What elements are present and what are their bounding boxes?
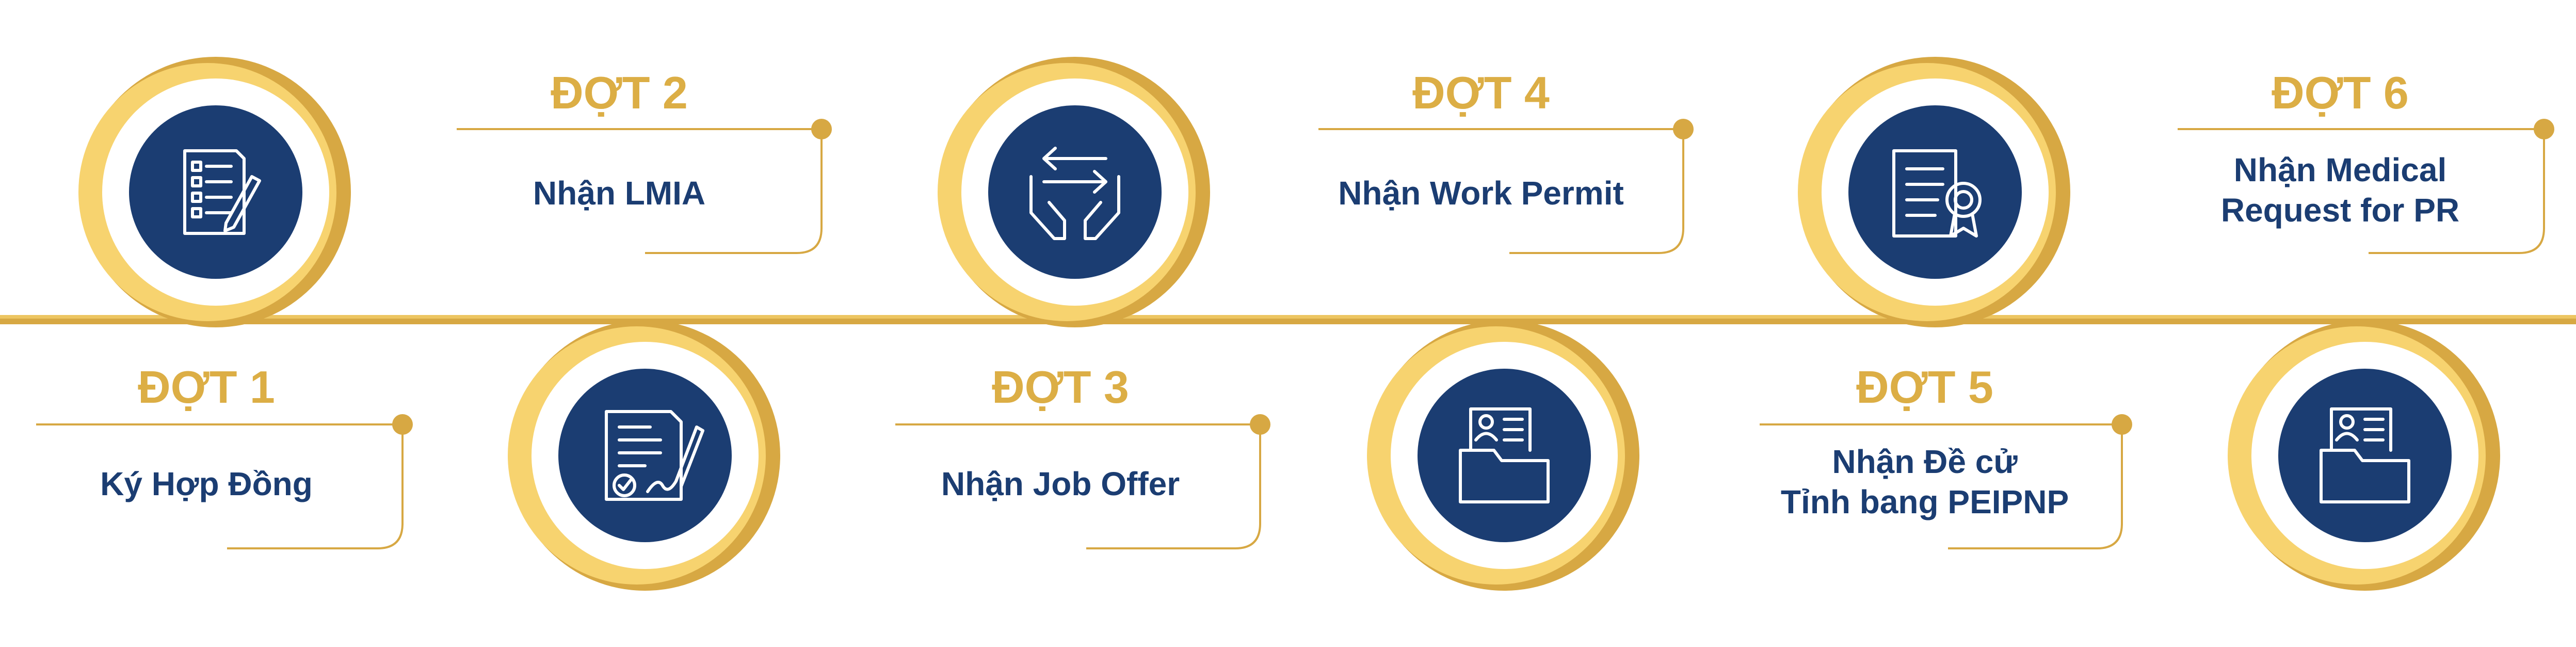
bracket-line [2178, 128, 2545, 254]
bracket-dot [1673, 119, 1694, 139]
step-2-label-line-1: Nhận LMIA [533, 175, 706, 212]
step-5-label-bracket [1760, 414, 2132, 549]
step-3-label-line-1: Nhận Job Offer [941, 465, 1180, 502]
step-6-label-line-1: Nhận Medical [2233, 151, 2447, 188]
bracket-dot [811, 119, 832, 139]
step-5-node [1798, 57, 2070, 327]
step-2-title: ĐỢT 2 [551, 67, 688, 118]
step-3-title: ĐỢT 3 [992, 361, 1129, 413]
step-5-title: ĐỢT 5 [1856, 361, 1993, 413]
node-navy-disc [129, 105, 302, 279]
bracket-line [36, 423, 404, 549]
bracket-line [1318, 128, 1684, 254]
step-5-label-line-1: Nhận Đề cử [1832, 443, 2018, 480]
step-5-label-line-2: Tỉnh bang PEIPNP [1780, 483, 2069, 520]
step-6-title: ĐỢT 6 [2272, 67, 2409, 118]
step-6-label: Nhận Medical Request for PR [2056, 150, 2576, 230]
step-2-label: Nhận LMIA [335, 173, 903, 213]
step-4-label: Nhận Work Permit [1197, 173, 1765, 213]
step-4-label-bracket [1318, 119, 1694, 254]
profile-folder-icon [2320, 407, 2410, 503]
certificate-icon [1892, 149, 1982, 238]
step-5-label: Nhận Đề cử Tỉnh bang PEIPNP [1641, 441, 2209, 522]
node-navy-disc [558, 369, 732, 542]
exchange-hands-icon [1029, 147, 1120, 240]
step-6-label-bracket [2178, 119, 2554, 254]
step-4-title: ĐỢT 4 [1412, 67, 1550, 118]
node-navy-disc [2278, 369, 2452, 542]
step-6-node [2228, 320, 2500, 591]
step-2-label-bracket [457, 119, 832, 254]
bracket-dot [392, 414, 413, 435]
step-1-title: ĐỢT 1 [138, 361, 275, 413]
bracket-line [895, 423, 1261, 549]
step-3-node [938, 57, 1210, 327]
step-1-node [78, 57, 351, 327]
step-4-node [1367, 320, 1639, 591]
step-4-label-line-1: Nhận Work Permit [1338, 175, 1624, 212]
profile-folder-icon [1459, 407, 1550, 503]
bracket-line [457, 128, 823, 254]
step-1-label: Ký Hợp Đồng [0, 464, 490, 504]
bracket-line [1760, 423, 2123, 549]
step-2-node [508, 320, 780, 591]
node-navy-disc [988, 105, 1162, 279]
node-navy-disc [1848, 105, 2022, 279]
step-3-label: Nhận Job Offer [777, 464, 1344, 504]
node-navy-disc [1418, 369, 1591, 542]
bracket-dot [1250, 414, 1270, 435]
bracket-dot [2534, 119, 2554, 139]
bracket-dot [2112, 414, 2132, 435]
signed-document-icon [605, 410, 704, 501]
checklist-icon [183, 149, 261, 235]
step-1-label-bracket [36, 414, 413, 549]
step-3-label-bracket [895, 414, 1270, 549]
step-1-label-line-1: Ký Hợp Đồng [100, 465, 313, 502]
step-6-label-line-2: Request for PR [2220, 192, 2460, 229]
timeline-line-highlight [0, 315, 2576, 319]
